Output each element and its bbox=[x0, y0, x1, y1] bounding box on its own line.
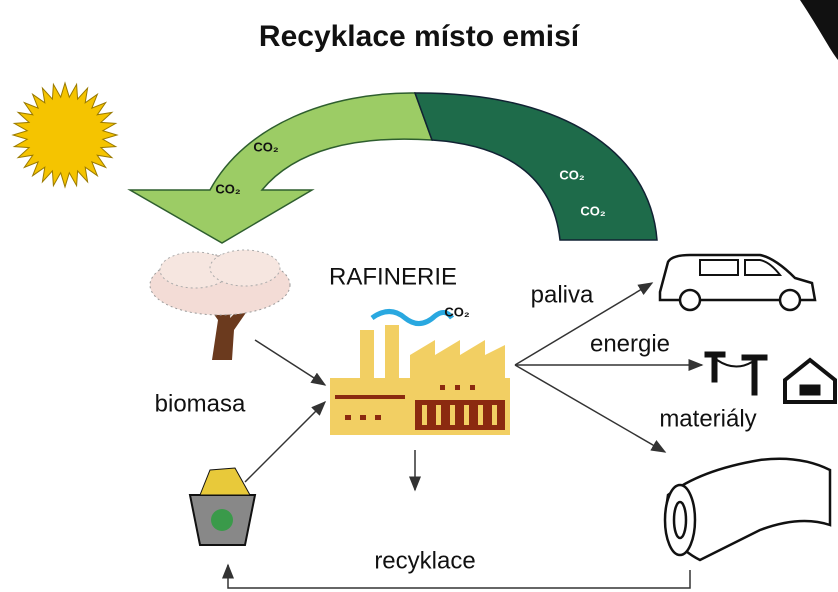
refinery-label: RAFINERIE bbox=[329, 263, 457, 290]
refinery-icon bbox=[330, 312, 510, 436]
paper-roll bbox=[665, 459, 830, 560]
co2-label: CO₂ bbox=[580, 203, 606, 218]
tree bbox=[150, 250, 290, 360]
flow-arrows bbox=[228, 283, 702, 588]
sun bbox=[13, 83, 117, 187]
co2-label: CO₂ bbox=[215, 181, 241, 196]
recycle-bin bbox=[190, 468, 255, 545]
co2-label: CO₂ bbox=[559, 167, 585, 182]
co2-label: CO₂ bbox=[253, 139, 279, 154]
materials-label: materiály bbox=[659, 405, 756, 432]
sun-shape bbox=[13, 83, 117, 187]
co2-arrow-dark bbox=[415, 93, 657, 240]
biomass-label: biomasa bbox=[155, 390, 246, 417]
recycling-label: recyklace bbox=[374, 547, 475, 574]
energy-label: energie bbox=[590, 330, 670, 357]
power-and-house bbox=[705, 352, 835, 402]
co2-label: CO₂ bbox=[444, 304, 470, 319]
diagram: Recyklace místo emisí CO₂ CO₂ CO₂ CO₂ CO… bbox=[0, 0, 838, 592]
corner-shape bbox=[800, 0, 838, 60]
title: Recyklace místo emisí bbox=[259, 20, 581, 53]
fuels-label: paliva bbox=[531, 281, 594, 308]
car bbox=[660, 255, 815, 310]
co2-arrow-light bbox=[130, 93, 432, 243]
